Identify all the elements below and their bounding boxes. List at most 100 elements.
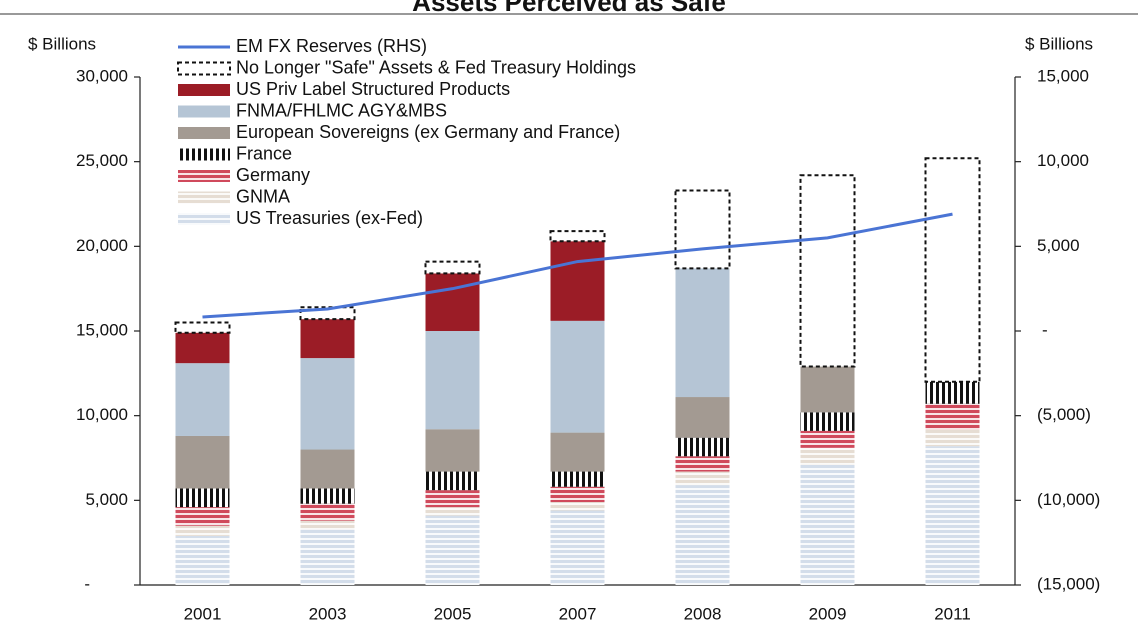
bar-segment [550, 320, 605, 433]
bar-texture [925, 446, 980, 585]
x-tick-label: 2009 [809, 604, 847, 623]
bar-texture [300, 488, 355, 504]
x-tick-label: 2005 [434, 604, 472, 623]
bar-segment [300, 319, 355, 359]
bar-texture [300, 503, 355, 521]
y2-tick-label: (10,000) [1037, 490, 1100, 509]
bar-texture [175, 488, 230, 508]
y-tick-label: 30,000 [76, 66, 128, 85]
legend-label: EM FX Reserves (RHS) [236, 36, 427, 56]
x-tick-label: 2001 [184, 604, 222, 623]
legend-label: US Treasuries (ex-Fed) [236, 208, 423, 228]
bar-texture [425, 490, 480, 508]
bar-segment [300, 449, 355, 489]
bar-segment [675, 268, 730, 398]
x-tick-label: 2003 [309, 604, 347, 623]
legend-swatch [178, 127, 230, 139]
bar-segment [675, 397, 730, 438]
bar-texture [300, 520, 355, 530]
legend-item: US Treasuries (ex-Fed) [178, 208, 423, 228]
legend-label: GNMA [236, 186, 290, 206]
chart-title: Assets Perceived as Safe [412, 0, 726, 17]
bar-segment [175, 435, 230, 489]
legend-label: No Longer "Safe" Assets & Fed Treasury H… [236, 57, 636, 77]
bar-texture [425, 471, 480, 491]
legend-label: Germany [236, 165, 310, 185]
y2-tick-label: 5,000 [1037, 236, 1080, 255]
bar-texture [550, 486, 605, 503]
bar-texture [925, 429, 980, 447]
y-tick-label: 25,000 [76, 151, 128, 170]
bar-texture [675, 471, 730, 486]
legend-swatch [178, 105, 230, 118]
y-tick-label: 15,000 [76, 320, 128, 339]
legend-item: European Sovereigns (ex Germany and Fran… [178, 122, 620, 142]
bar-segment [425, 273, 480, 331]
bar-texture [175, 535, 230, 585]
bar-segment [425, 429, 480, 472]
legend-label: FNMA/FHLMC AGY&MBS [236, 100, 447, 120]
bar-segment [174, 321, 231, 334]
line-series [202, 212, 953, 319]
bar-texture [175, 507, 230, 526]
y-tick-label: 10,000 [76, 405, 128, 424]
bar-texture [425, 515, 480, 585]
legend-label: US Priv Label Structured Products [236, 79, 510, 99]
y-tick-label: - [84, 574, 90, 593]
y2-tick-label: 15,000 [1037, 66, 1089, 85]
legend-item: No Longer "Safe" Assets & Fed Treasury H… [177, 57, 636, 77]
bar-segment [800, 366, 855, 413]
bar-segment [300, 358, 355, 450]
bar-texture [425, 507, 480, 516]
bar-texture [925, 403, 980, 430]
y2-tick-label: (15,000) [1037, 574, 1100, 593]
legend-swatch [178, 84, 230, 96]
bar-segment [424, 260, 481, 275]
bar-texture [300, 529, 355, 585]
x-tick-label: 2008 [684, 604, 722, 623]
x-tick-label: 2011 [934, 604, 971, 623]
bar-texture [800, 430, 855, 448]
y-tick-label: 20,000 [76, 236, 128, 255]
bar-texture [675, 485, 730, 585]
bar-segment [550, 432, 605, 472]
bar-segment [674, 189, 731, 270]
legend-swatch-texture [178, 191, 230, 204]
legend-item: GNMA [178, 186, 290, 206]
bar-segment [924, 157, 981, 383]
bar-segment [549, 230, 606, 243]
legend-item: France [178, 143, 292, 163]
bar-segment [175, 363, 230, 436]
y2-tick-label: (5,000) [1037, 405, 1091, 424]
legend-item: Germany [178, 165, 310, 185]
bar-segment [799, 174, 856, 368]
legend-swatch-texture [178, 213, 230, 225]
legend-item: FNMA/FHLMC AGY&MBS [178, 100, 447, 120]
legend-item: US Priv Label Structured Products [178, 79, 510, 99]
bar-texture [550, 502, 605, 511]
legend-label: European Sovereigns (ex Germany and Fran… [236, 122, 620, 142]
bar-texture [925, 381, 980, 404]
bar-texture [550, 510, 605, 585]
legend-label: France [236, 143, 292, 163]
legend-swatch [177, 61, 231, 76]
bar-segment [425, 331, 480, 430]
bar-segment [550, 241, 605, 321]
y2-tick-label: - [1042, 320, 1048, 339]
bar-texture [675, 437, 730, 457]
bar-texture [675, 456, 730, 472]
bar-segment [175, 332, 230, 364]
x-tick-label: 2007 [559, 604, 597, 623]
legend-swatch-texture [178, 148, 230, 161]
bar-texture [175, 525, 230, 536]
bar-texture [800, 464, 855, 585]
y-tick-label: 5,000 [85, 490, 128, 509]
legend-swatch-texture [178, 170, 230, 182]
y2-axis-label: $ Billions [1025, 34, 1093, 53]
bar-texture [800, 447, 855, 465]
bar-texture [550, 471, 605, 487]
y-axis-label: $ Billions [28, 34, 96, 53]
legend-item: EM FX Reserves (RHS) [178, 36, 427, 56]
bar-segment [299, 306, 356, 321]
